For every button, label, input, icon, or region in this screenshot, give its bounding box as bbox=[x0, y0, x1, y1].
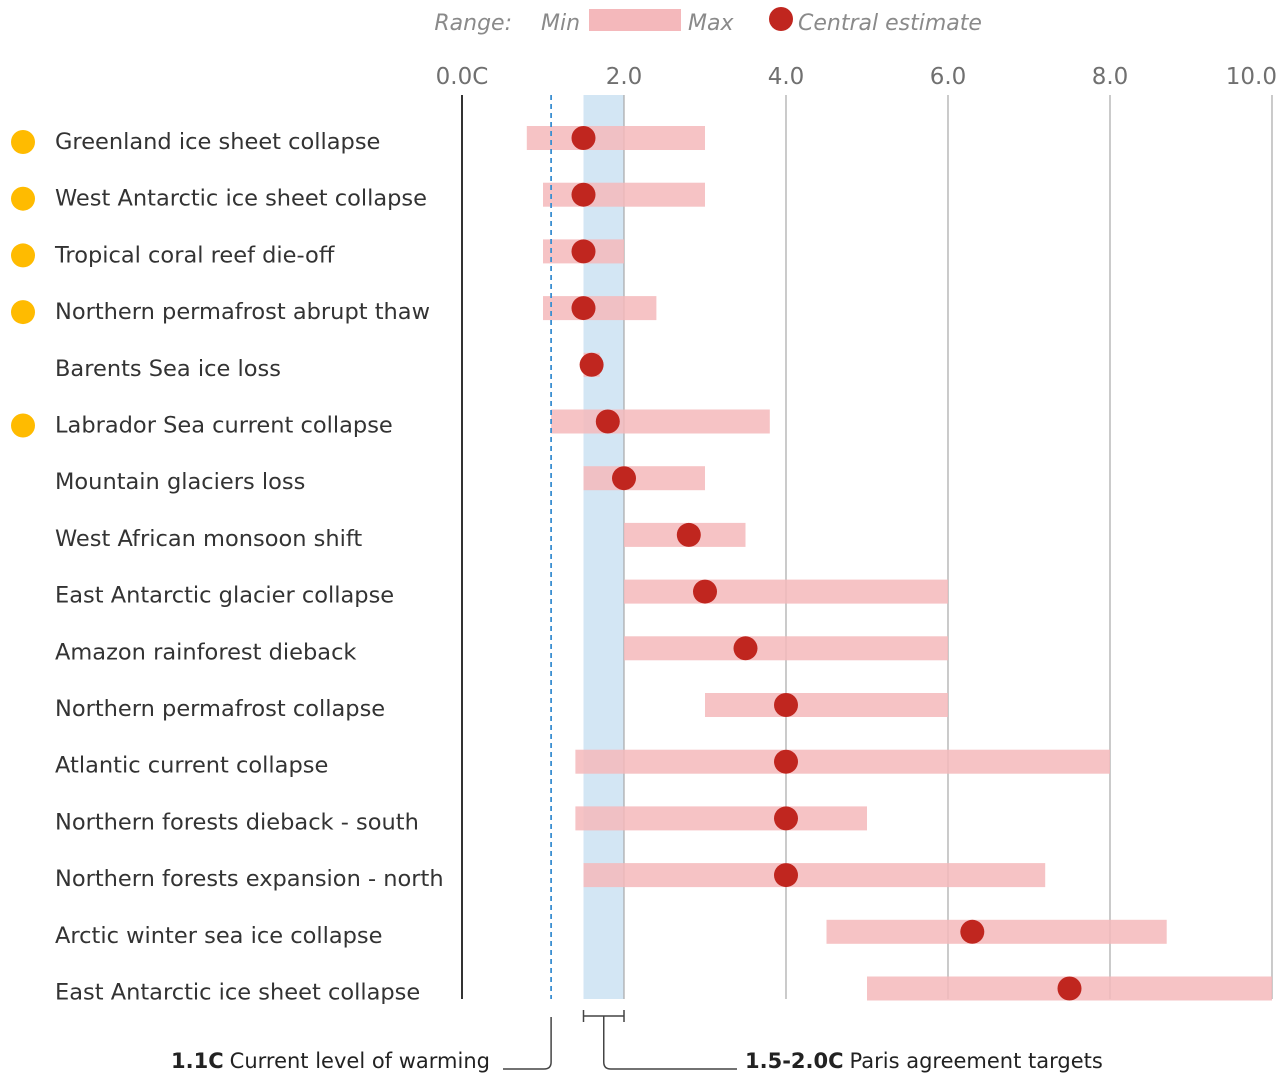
annotations: 1.1C Current level of warming 1.5-2.0C Par… bbox=[171, 1010, 1103, 1073]
x-tick-label: 6.0 bbox=[930, 64, 967, 90]
highlight-marker bbox=[11, 414, 35, 438]
central-estimate-dot bbox=[572, 296, 596, 320]
range-bar bbox=[624, 636, 948, 660]
legend-max-label: Max bbox=[688, 11, 734, 36]
range-bar bbox=[575, 750, 1110, 774]
x-tick-label: 10.0 bbox=[1226, 64, 1277, 90]
chart-row: Labrador Sea current collapse bbox=[11, 410, 770, 439]
central-estimate-dot bbox=[596, 410, 620, 434]
chart-row: East Antarctic glacier collapse bbox=[55, 580, 948, 609]
range-bar bbox=[584, 863, 1046, 887]
x-tick-labels: 0.0C 2.0 4.0 6.0 8.0 10.0 bbox=[436, 64, 1277, 90]
current-warming-value: 1.1C bbox=[171, 1049, 224, 1073]
chart-row: Atlantic current collapse bbox=[55, 750, 1110, 779]
legend-range-label: Range: bbox=[434, 11, 512, 36]
row-label: Northern forests expansion - north bbox=[55, 866, 444, 892]
central-estimate-dot bbox=[677, 523, 701, 547]
current-warming-text: Current level of warming bbox=[230, 1049, 490, 1073]
row-label: Tropical coral reef die-off bbox=[54, 242, 335, 268]
chart-row: Tropical coral reef die-off bbox=[11, 239, 624, 268]
range-bar bbox=[624, 580, 948, 604]
row-label: West African monsoon shift bbox=[55, 526, 362, 552]
x-tick-label: 2.0 bbox=[606, 64, 643, 90]
central-estimate-dot bbox=[612, 466, 636, 490]
chart-row: West African monsoon shift bbox=[55, 523, 746, 552]
row-label: East Antarctic ice sheet collapse bbox=[55, 980, 420, 1006]
range-bar bbox=[543, 183, 705, 207]
x-tick-label: 4.0 bbox=[768, 64, 805, 90]
range-bar bbox=[827, 920, 1167, 944]
paris-target-text: Paris agreement targets bbox=[850, 1049, 1103, 1073]
highlight-marker bbox=[11, 300, 35, 324]
range-bar bbox=[551, 410, 770, 434]
legend-range-swatch bbox=[589, 9, 681, 31]
row-label: Labrador Sea current collapse bbox=[55, 413, 393, 439]
chart-rows: Greenland ice sheet collapse West Antarct… bbox=[11, 126, 1272, 1006]
row-label: Barents Sea ice loss bbox=[55, 356, 281, 382]
row-label: Northern permafrost collapse bbox=[55, 696, 385, 722]
row-label: Northern permafrost abrupt thaw bbox=[55, 299, 430, 325]
legend-central-dot bbox=[769, 7, 793, 31]
chart-row: Barents Sea ice loss bbox=[55, 353, 604, 382]
central-estimate-dot bbox=[774, 806, 798, 830]
range-bar bbox=[527, 126, 705, 150]
central-estimate-dot bbox=[572, 126, 596, 150]
central-estimate-dot bbox=[1058, 977, 1082, 1001]
row-label: Mountain glaciers loss bbox=[55, 469, 305, 495]
central-estimate-dot bbox=[580, 353, 604, 377]
central-estimate-dot bbox=[774, 750, 798, 774]
highlight-marker bbox=[11, 130, 35, 154]
row-label: Amazon rainforest dieback bbox=[55, 639, 356, 665]
range-bar bbox=[584, 466, 706, 490]
central-estimate-dot bbox=[960, 920, 984, 944]
row-label: Atlantic current collapse bbox=[55, 753, 328, 779]
row-label: East Antarctic glacier collapse bbox=[55, 583, 394, 609]
central-estimate-dot bbox=[572, 183, 596, 207]
chart-row: Northern forests expansion - north bbox=[55, 863, 1045, 892]
chart-row: East Antarctic ice sheet collapse bbox=[55, 977, 1272, 1006]
highlight-marker bbox=[11, 243, 35, 267]
paris-target-annotation: 1.5-2.0C Paris agreement targets bbox=[745, 1049, 1103, 1073]
x-tick-label: 8.0 bbox=[1092, 64, 1129, 90]
row-label: Northern forests dieback - south bbox=[55, 809, 419, 835]
legend-min-label: Min bbox=[541, 11, 580, 36]
legend-central-label: Central estimate bbox=[798, 11, 982, 36]
highlight-marker bbox=[11, 187, 35, 211]
paris-target-bracket bbox=[584, 1010, 738, 1069]
row-label: Arctic winter sea ice collapse bbox=[55, 923, 383, 949]
current-warming-annotation: 1.1C Current level of warming bbox=[171, 1049, 490, 1073]
central-estimate-dot bbox=[774, 693, 798, 717]
range-bar bbox=[543, 296, 656, 320]
chart-row: Northern permafrost abrupt thaw bbox=[11, 296, 656, 325]
paris-target-value: 1.5-2.0C bbox=[745, 1049, 844, 1073]
row-label: West Antarctic ice sheet collapse bbox=[55, 186, 427, 212]
central-estimate-dot bbox=[734, 636, 758, 660]
legend: Range: Min Max Central estimate bbox=[434, 7, 982, 36]
range-bar bbox=[705, 693, 948, 717]
central-estimate-dot bbox=[572, 239, 596, 263]
row-label: Greenland ice sheet collapse bbox=[55, 129, 380, 155]
x-tick-label: 0.0C bbox=[436, 64, 489, 90]
chart-row: Amazon rainforest dieback bbox=[55, 636, 948, 665]
central-estimate-dot bbox=[693, 580, 717, 604]
range-bar bbox=[575, 806, 867, 830]
chart-row: Northern permafrost collapse bbox=[55, 693, 948, 722]
current-warming-connector bbox=[503, 1017, 551, 1069]
central-estimate-dot bbox=[774, 863, 798, 887]
